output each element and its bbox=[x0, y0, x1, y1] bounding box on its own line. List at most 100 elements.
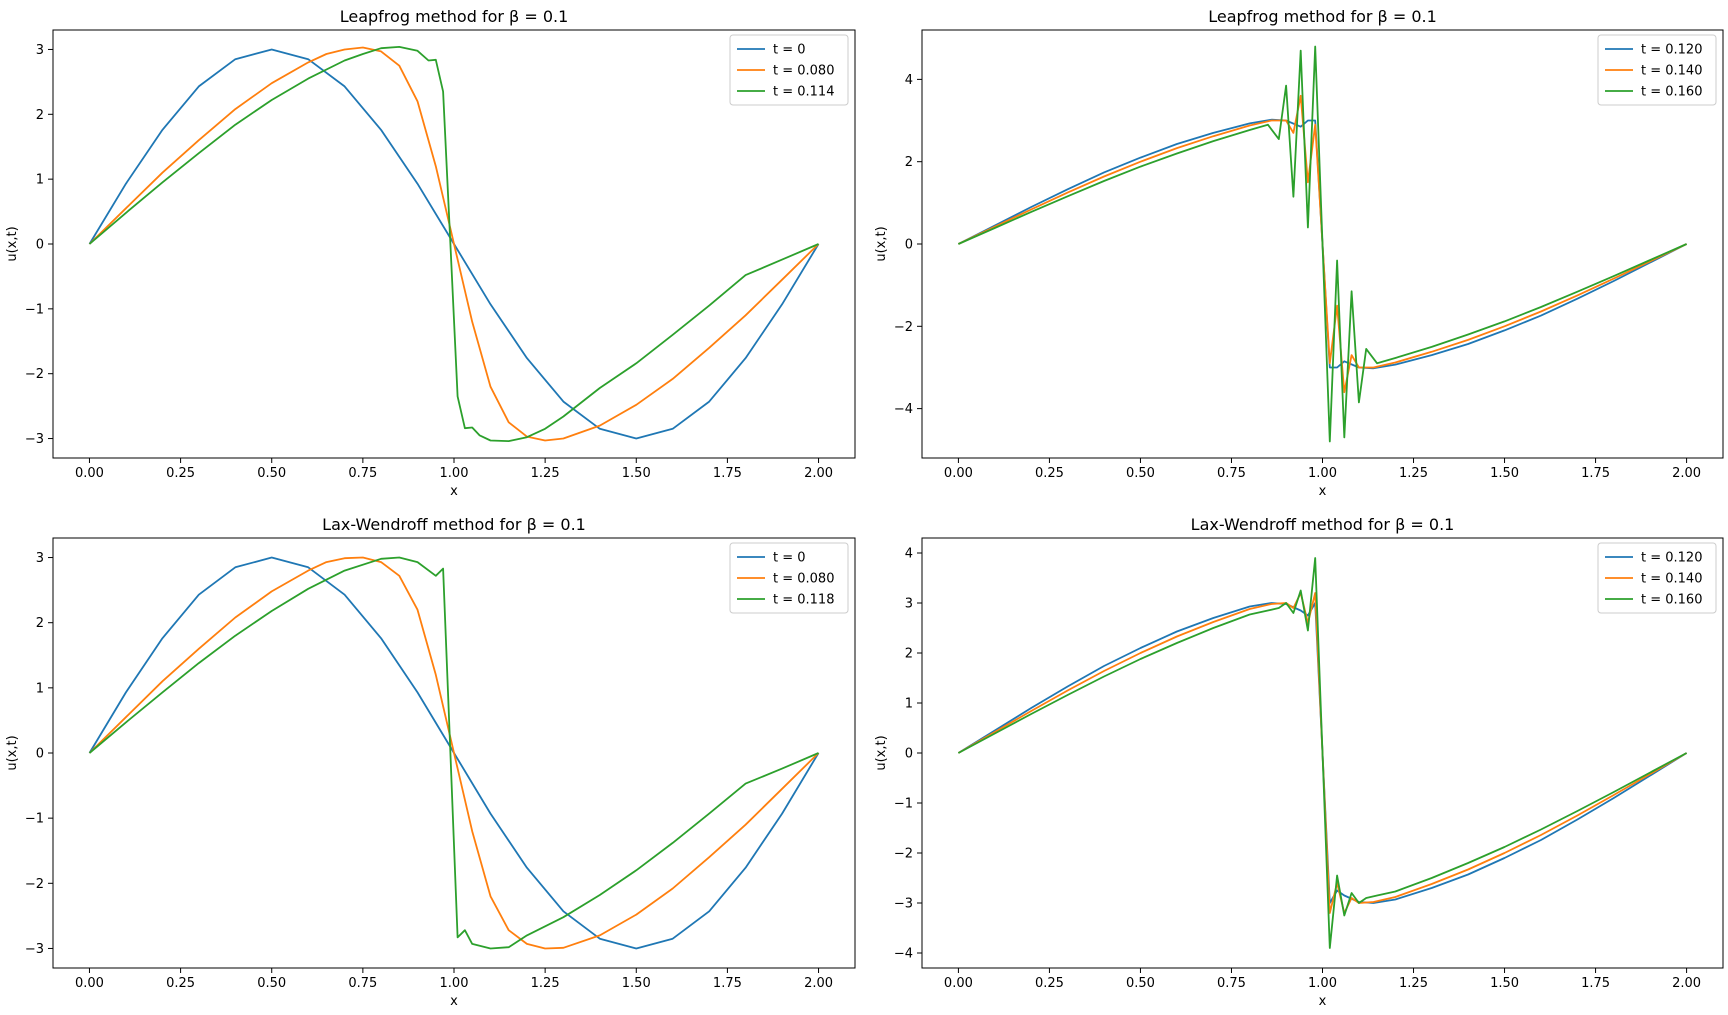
subplot-3: 0.00 0.25 0.50 0.75 1.00 1.25 1.50 1.75 2.00 −3 −2… bbox=[5, 515, 856, 1009]
legend-label: t = 0.120 bbox=[1641, 551, 1702, 566]
y-tick-label: 3 bbox=[36, 43, 44, 58]
x-tick-label: 1.25 bbox=[1399, 466, 1428, 481]
y-tick-label: −3 bbox=[25, 942, 44, 957]
legend: t = 0 t = 0.080 t = 0.114 bbox=[729, 34, 849, 106]
x-tick-label: 0.00 bbox=[75, 466, 104, 481]
x-tick-label: 0.00 bbox=[75, 976, 104, 991]
x-tick-label: 1.75 bbox=[1581, 466, 1610, 481]
x-tick-label: 1.00 bbox=[1308, 466, 1337, 481]
legend: t = 0.120 t = 0.140 t = 0.160 bbox=[1597, 542, 1717, 614]
x-axis-label: x bbox=[450, 484, 458, 499]
chart-title: Lax-Wendroff method for β = 0.1 bbox=[322, 515, 586, 534]
y-tick-label: 1 bbox=[36, 173, 44, 188]
y-tick-label: −4 bbox=[894, 402, 913, 417]
y-tick-label: 0 bbox=[36, 238, 44, 253]
series-line-3 bbox=[88, 46, 819, 443]
x-axis-label: x bbox=[450, 994, 458, 1009]
y-tick-label: −4 bbox=[894, 947, 913, 962]
x-tick-label: 1.75 bbox=[713, 466, 742, 481]
y-tick-label: −1 bbox=[894, 797, 913, 812]
y-tick-label: 2 bbox=[36, 108, 44, 123]
legend-label: t = 0 bbox=[773, 43, 806, 58]
y-tick-label: 2 bbox=[36, 616, 44, 631]
x-tick-label: 2.00 bbox=[1672, 466, 1701, 481]
x-tick-label: 0.50 bbox=[1126, 976, 1155, 991]
x-tick-label: 0.25 bbox=[166, 466, 195, 481]
legend-box bbox=[1597, 34, 1717, 106]
legend-box bbox=[729, 34, 849, 106]
x-tick-label: 1.00 bbox=[440, 466, 469, 481]
x-axis-label: x bbox=[1319, 994, 1327, 1009]
chart-title: Lax-Wendroff method for β = 0.1 bbox=[1191, 515, 1455, 534]
legend-label: t = 0.114 bbox=[773, 85, 834, 100]
x-tick-label: 2.00 bbox=[804, 466, 833, 481]
legend-box bbox=[1597, 542, 1717, 614]
legend-label: t = 0 bbox=[773, 551, 806, 566]
x-tick-label: 0.50 bbox=[257, 466, 286, 481]
y-tick-label: 1 bbox=[905, 697, 913, 712]
legend-label: t = 0.160 bbox=[1641, 593, 1702, 608]
y-tick-label: 2 bbox=[905, 647, 913, 662]
x-tick-label: 0.75 bbox=[1217, 976, 1246, 991]
y-tick-label: 0 bbox=[905, 747, 913, 762]
x-tick-label: 1.50 bbox=[1490, 466, 1519, 481]
x-tick-label: 0.25 bbox=[1035, 976, 1064, 991]
legend-label: t = 0.160 bbox=[1641, 85, 1702, 100]
x-tick-label: 2.00 bbox=[804, 976, 833, 991]
x-tick-label: 1.50 bbox=[1490, 976, 1519, 991]
x-tick-label: 0.50 bbox=[257, 976, 286, 991]
y-axis-label: u(x,t) bbox=[5, 226, 20, 261]
x-tick-label: 0.00 bbox=[944, 976, 973, 991]
x-tick-label: 0.25 bbox=[1035, 466, 1064, 481]
series-line-2 bbox=[88, 46, 820, 442]
y-tick-label: −3 bbox=[25, 432, 44, 447]
legend-label: t = 0.140 bbox=[1641, 572, 1702, 587]
y-tick-label: −2 bbox=[25, 367, 44, 382]
x-tick-label: 1.00 bbox=[1308, 976, 1337, 991]
series-group bbox=[957, 557, 1688, 949]
series-group bbox=[88, 46, 820, 443]
x-tick-label: 2.00 bbox=[1672, 976, 1701, 991]
y-tick-label: 4 bbox=[905, 73, 913, 88]
y-tick-label: 3 bbox=[36, 551, 44, 566]
subplot-1: 0.00 0.25 0.50 0.75 1.00 1.25 1.50 1.75 2.00 −3 −2… bbox=[5, 7, 856, 499]
x-tick-label: 1.75 bbox=[1581, 976, 1610, 991]
y-tick-label: −3 bbox=[894, 897, 913, 912]
chart-title: Leapfrog method for β = 0.1 bbox=[340, 7, 569, 26]
chart-title: Leapfrog method for β = 0.1 bbox=[1208, 7, 1437, 26]
y-tick-label: 1 bbox=[36, 681, 44, 696]
y-tick-label: −2 bbox=[894, 320, 913, 335]
x-tick-label: 1.00 bbox=[440, 976, 469, 991]
y-tick-label: −1 bbox=[25, 812, 44, 827]
x-tick-label: 1.25 bbox=[531, 976, 560, 991]
legend: t = 0 t = 0.080 t = 0.118 bbox=[729, 542, 849, 614]
series-line-2 bbox=[88, 556, 820, 950]
x-axis-label: x bbox=[1319, 484, 1327, 499]
subplot-4: 0.00 0.25 0.50 0.75 1.00 1.25 1.50 1.75 2.00 −4 −3… bbox=[874, 515, 1724, 1009]
y-axis-label: u(x,t) bbox=[874, 226, 889, 261]
legend-label: t = 0.120 bbox=[1641, 43, 1702, 58]
x-tick-label: 0.75 bbox=[348, 976, 377, 991]
series-line-3 bbox=[958, 45, 1687, 443]
x-tick-label: 0.00 bbox=[944, 466, 973, 481]
legend-label: t = 0.118 bbox=[773, 593, 834, 608]
y-tick-label: 0 bbox=[905, 238, 913, 253]
legend-label: t = 0.080 bbox=[773, 64, 834, 79]
series-line-3 bbox=[957, 557, 1688, 949]
legend-label: t = 0.080 bbox=[773, 572, 834, 587]
x-tick-label: 1.75 bbox=[713, 976, 742, 991]
y-tick-label: 3 bbox=[905, 597, 913, 612]
x-tick-label: 1.25 bbox=[531, 466, 560, 481]
y-tick-label: 4 bbox=[905, 547, 913, 562]
series-line-3 bbox=[88, 556, 819, 950]
subplot-2: 0.00 0.25 0.50 0.75 1.00 1.25 1.50 1.75 2.00 −4 −2… bbox=[874, 7, 1724, 499]
x-tick-label: 1.50 bbox=[622, 976, 651, 991]
y-tick-label: 2 bbox=[905, 155, 913, 170]
series-group bbox=[88, 556, 820, 950]
y-tick-label: −2 bbox=[25, 877, 44, 892]
y-axis-label: u(x,t) bbox=[5, 735, 20, 770]
legend-label: t = 0.140 bbox=[1641, 64, 1702, 79]
x-tick-label: 1.25 bbox=[1399, 976, 1428, 991]
legend: t = 0.120 t = 0.140 t = 0.160 bbox=[1597, 34, 1717, 106]
x-tick-label: 0.25 bbox=[166, 976, 195, 991]
